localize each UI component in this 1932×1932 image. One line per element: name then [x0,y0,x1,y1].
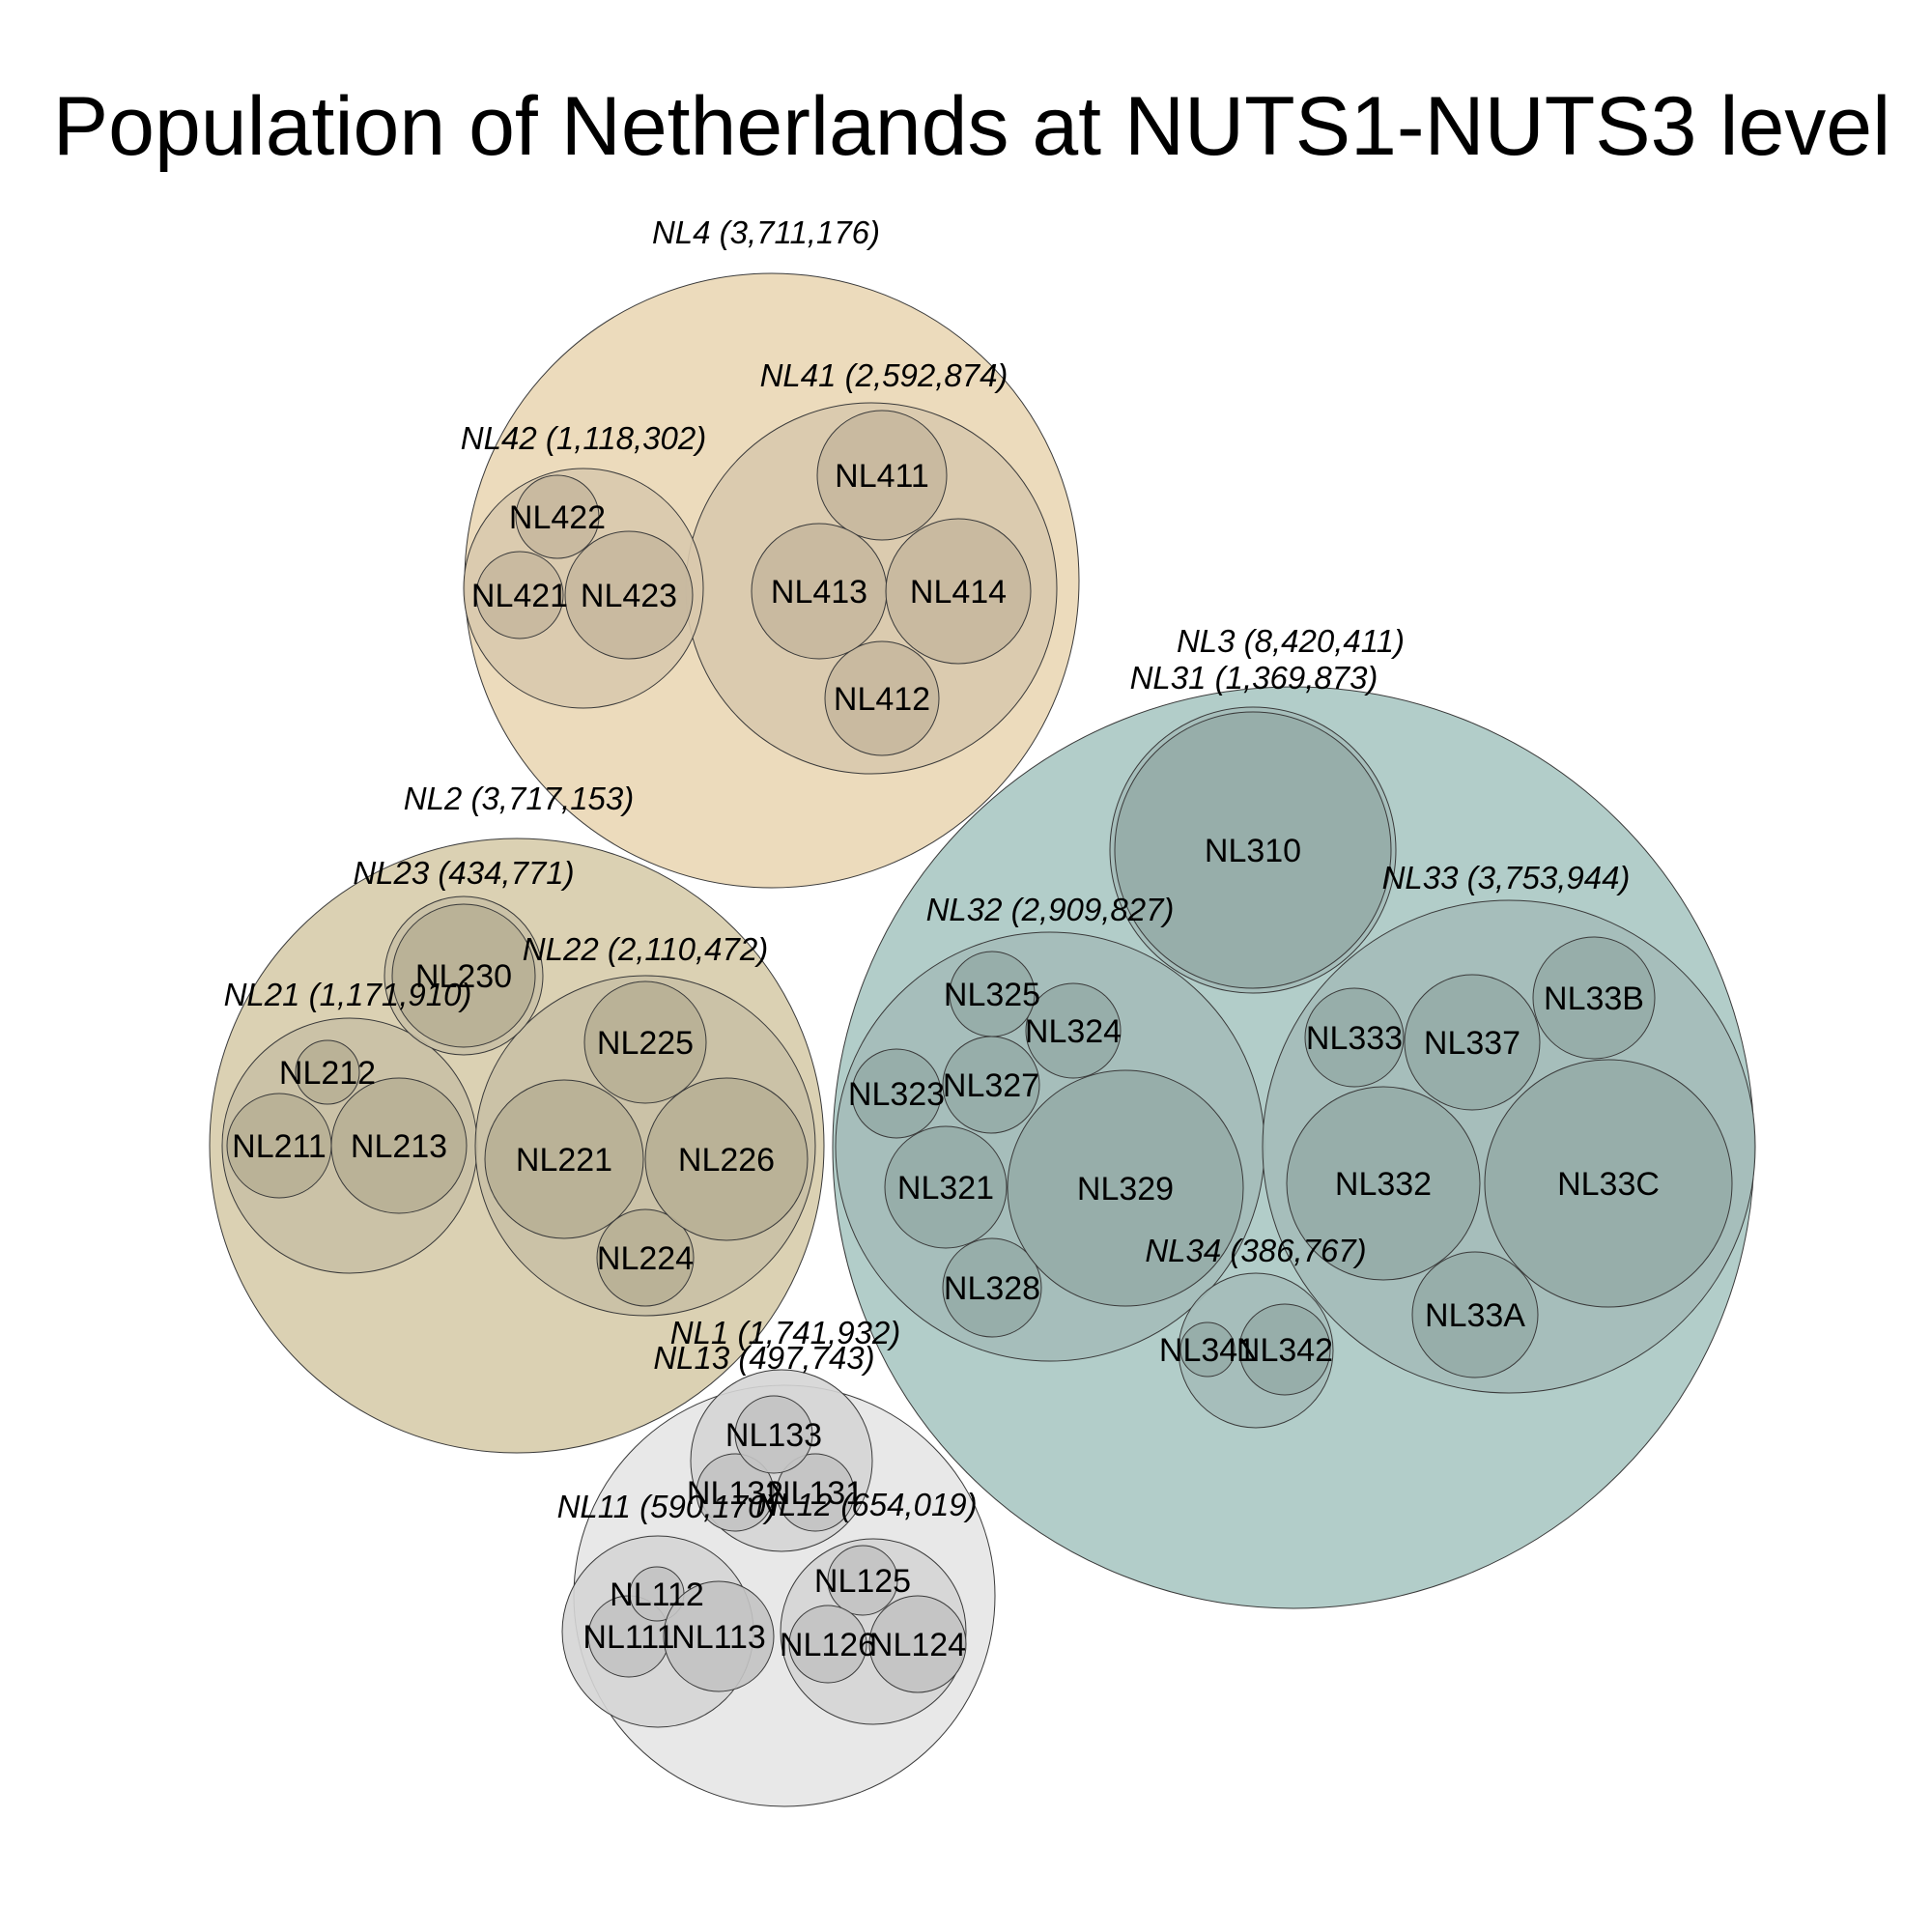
group-label-nl3: NL3 (8,420,411) [1177,623,1405,659]
leaf-label-nl323: NL323 [848,1076,945,1113]
leaf-label-nl327: NL327 [943,1067,1039,1104]
group-label-nl21: NL21 (1,171,910) [224,977,472,1012]
leaf-label-nl33c: NL33C [1557,1166,1660,1203]
group-label-nl1: NL1 (1,741,932) [670,1315,901,1350]
group-label-nl11: NL11 (590,170) [557,1489,777,1524]
circle-nl332 [1286,1086,1481,1281]
group-label-nl32: NL32 (2,909,827) [926,892,1175,927]
circle-nl421 [475,551,564,639]
leaf-label-nl342: NL342 [1236,1332,1333,1369]
leaf-label-nl413: NL413 [771,574,867,611]
circle-nl327 [942,1036,1040,1134]
leaf-label-nl111: NL111 [582,1619,674,1656]
leaf-label-nl310: NL310 [1205,833,1301,869]
group-label-nl41: NL41 (2,592,874) [760,357,1009,393]
leaf-label-nl341: NL341 [1159,1332,1256,1369]
leaf-label-nl337: NL337 [1424,1025,1520,1062]
group-label-nl13: NL13 (497,743) [653,1340,874,1376]
leaf-label-nl133: NL133 [725,1417,822,1454]
leaf-label-nl414: NL414 [910,574,1007,611]
circle-nl221 [484,1079,644,1239]
leaf-label-nl329: NL329 [1077,1171,1174,1208]
group-label-nl42: NL42 (1,118,302) [461,420,706,456]
circles-layer [209,272,1756,1807]
leaf-label-nl124: NL124 [869,1627,966,1663]
group-label-nl12: NL12 (654,019) [755,1487,977,1522]
circle-nl423 [564,530,694,660]
leaf-label-nl224: NL224 [597,1240,694,1277]
group-label-nl2: NL2 (3,717,153) [404,781,635,816]
leaf-label-nl411: NL411 [835,458,929,495]
circle-nl414 [885,518,1032,665]
leaf-label-nl333: NL333 [1306,1020,1403,1057]
circle-nl329 [1007,1069,1244,1307]
leaf-label-nl33a: NL33A [1425,1297,1525,1334]
circle-nl323 [851,1048,942,1139]
leaf-label-nl422: NL422 [509,499,606,536]
leaf-label-nl113: NL113 [671,1619,766,1656]
leaf-label-nl230: NL230 [415,958,512,995]
group-labels-layer: NL1 (1,741,932) NL2 (3,717,153) NL3 (8,420… [224,214,1631,1524]
circle-nl125 [827,1545,898,1616]
leaf-label-nl328: NL328 [944,1270,1040,1307]
circle-nl33c [1484,1059,1733,1308]
leaf-label-nl112: NL112 [610,1577,704,1613]
leaf-label-nl132: NL132 [687,1475,783,1512]
leaf-label-nl324: NL324 [1025,1013,1122,1050]
chart-title: Population of Netherlands at NUTS1-NUTS3… [53,80,1890,173]
leaf-label-nl225: NL225 [597,1025,694,1062]
circle-nl131 [776,1453,855,1532]
group-label-nl23: NL23 (434,771) [353,855,574,891]
circle-nl132 [696,1453,775,1532]
leaf-label-nl212: NL212 [279,1055,376,1092]
circle-nl224 [596,1208,695,1307]
circle-nl310 [1114,711,1392,989]
leaf-label-nl321: NL321 [897,1170,994,1207]
group-label-nl31: NL31 (1,369,873) [1130,660,1378,696]
circle-nl341 [1179,1321,1236,1378]
circle-nl213 [330,1077,468,1214]
circle-nl124 [868,1595,967,1693]
circle-nl333 [1304,987,1405,1088]
circle-nl412 [824,640,940,756]
group-label-nl22: NL22 (2,110,472) [523,931,768,967]
leaf-label-nl126: NL126 [780,1627,876,1663]
leaf-label-nl421: NL421 [471,578,568,614]
leaf-label-nl33b: NL33B [1544,980,1644,1017]
leaf-label-nl221: NL221 [516,1142,612,1179]
circle-nl33a [1411,1251,1539,1378]
leaf-label-nl131: NL131 [767,1475,864,1512]
circle-nl126 [788,1605,867,1684]
leaf-label-nl332: NL332 [1335,1166,1432,1203]
leaf-label-nl412: NL412 [834,681,930,718]
circle-nl328 [942,1237,1042,1338]
leaf-label-nl125: NL125 [814,1563,911,1600]
circle-nl225 [583,980,707,1104]
leaf-labels-layer: NL111 NL112 NL113 NL124 NL125 NL126 NL131NL132… [232,458,1660,1663]
leaf-label-nl213: NL213 [351,1128,447,1165]
leaf-label-nl226: NL226 [678,1142,775,1179]
leaf-label-nl325: NL325 [944,977,1040,1013]
circle-nl33b [1532,936,1656,1060]
circle-nl422 [515,474,600,559]
circle-nl226 [644,1077,809,1241]
group-label-nl4: NL4 (3,711,176) [652,214,880,250]
circle-nl324 [1025,982,1122,1079]
leaf-label-nl211: NL211 [232,1128,327,1165]
circle-nl321 [884,1125,1008,1249]
group-label-nl33: NL33 (3,753,944) [1382,860,1631,895]
circle-nl133 [734,1395,813,1474]
leaf-label-nl423: NL423 [581,578,677,614]
circle-nl342 [1238,1303,1331,1396]
group-label-nl34: NL34 (386,767) [1145,1233,1366,1268]
circle-nl113 [663,1580,775,1692]
circle-nl230 [391,903,536,1048]
circle-nl411 [816,410,948,541]
circle-nl337 [1404,974,1541,1111]
circle-nl212 [295,1039,360,1105]
